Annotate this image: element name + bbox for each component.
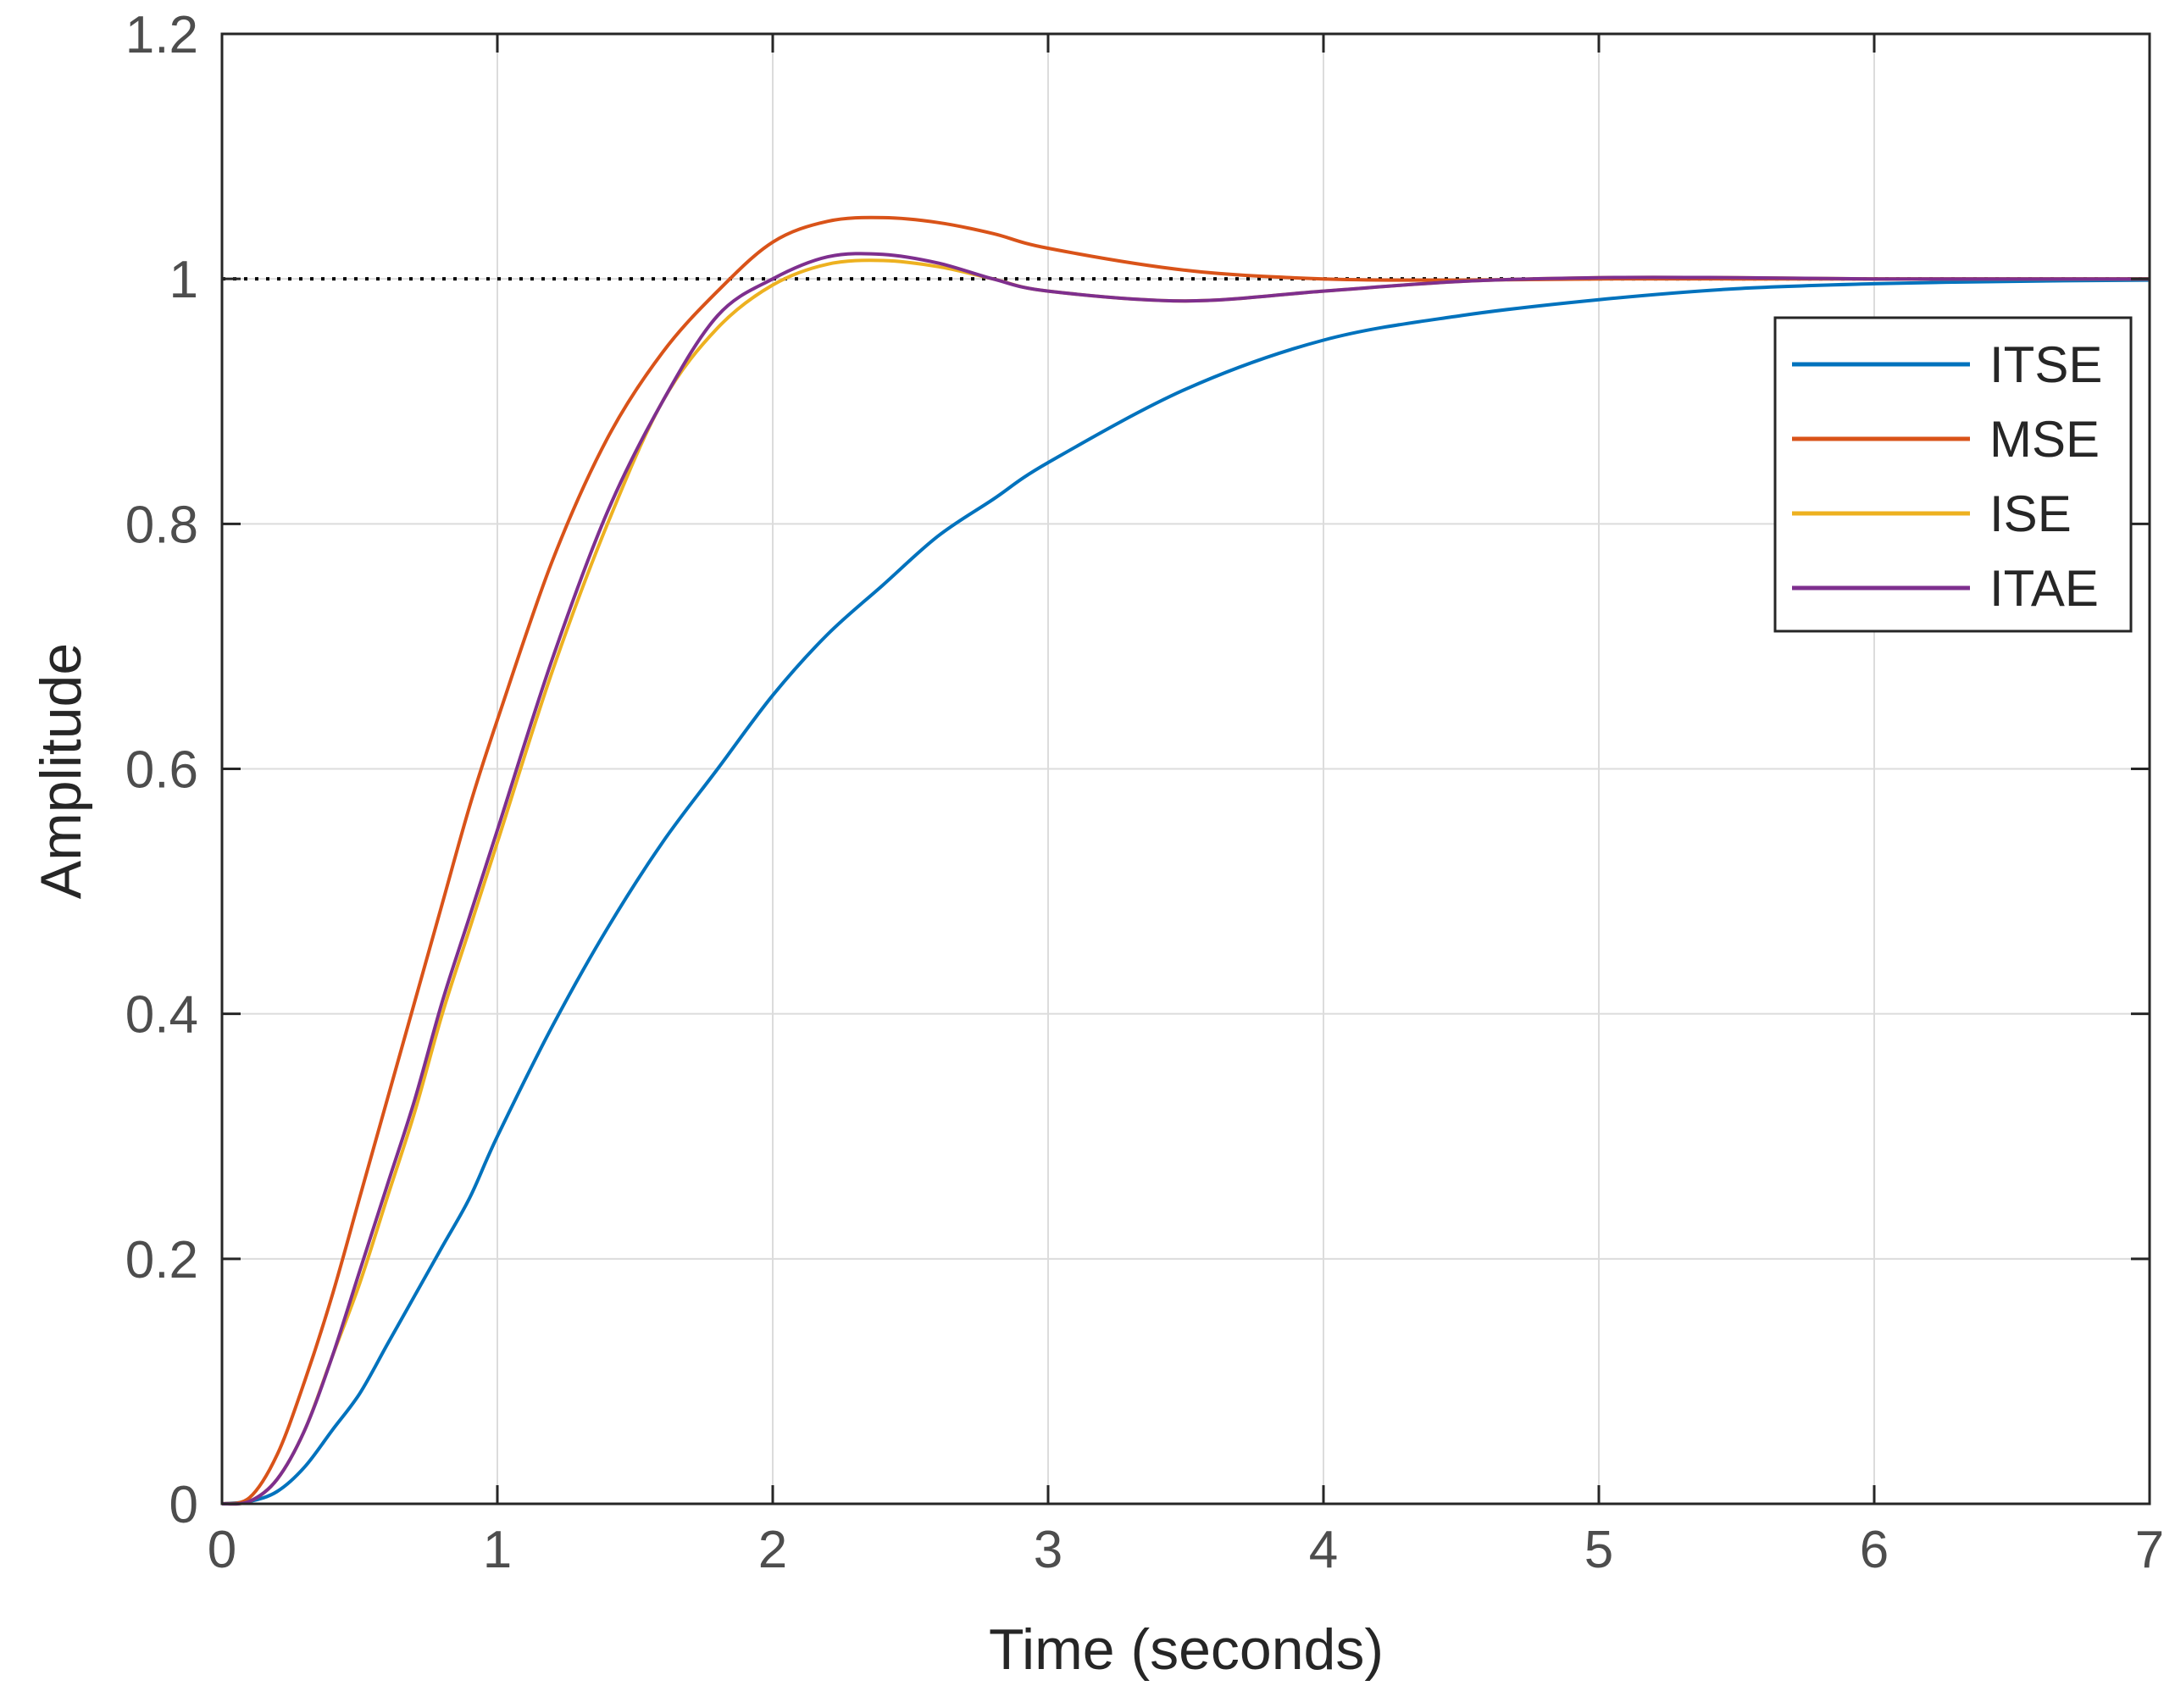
x-tick-label: 0 bbox=[208, 1521, 236, 1579]
legend-label: ITSE bbox=[1989, 336, 2102, 393]
y-tick-label: 0 bbox=[169, 1476, 198, 1534]
x-tick-label: 1 bbox=[483, 1521, 512, 1579]
legend-label: ITAE bbox=[1989, 560, 2099, 617]
x-tick-label: 4 bbox=[1309, 1521, 1338, 1579]
legend-label: MSE bbox=[1989, 411, 2100, 468]
y-axis-ticks: 0 0.2 0.4 0.6 0.8 1 1.2 bbox=[125, 6, 2150, 1534]
y-tick-label: 0.2 bbox=[125, 1231, 198, 1289]
y-axis-label: Amplitude bbox=[29, 643, 93, 899]
y-tick-label: 0.4 bbox=[125, 986, 198, 1045]
x-tick-label: 3 bbox=[1034, 1521, 1063, 1579]
x-tick-label: 5 bbox=[1584, 1521, 1613, 1579]
legend-label: ISE bbox=[1989, 485, 2072, 542]
series-line-itse bbox=[221, 278, 2150, 1506]
y-tick-label: 0.6 bbox=[125, 741, 198, 800]
y-tick-label: 0.8 bbox=[125, 496, 198, 554]
x-axis-ticks: 0 1 2 3 4 5 6 7 bbox=[208, 34, 2164, 1579]
x-tick-label: 6 bbox=[1860, 1521, 1889, 1579]
legend-box bbox=[1773, 316, 2133, 633]
x-axis-label: Time (seconds) bbox=[989, 1617, 1384, 1682]
x-tick-label: 7 bbox=[2135, 1521, 2164, 1579]
legend: ITSE MSE ISE ITAE bbox=[1773, 316, 2133, 633]
y-tick-label: 1 bbox=[169, 251, 198, 309]
x-tick-label: 2 bbox=[758, 1521, 787, 1579]
y-tick-label: 1.2 bbox=[125, 6, 198, 64]
series-line-itae bbox=[221, 252, 2150, 1506]
series-lines bbox=[221, 215, 2150, 1506]
